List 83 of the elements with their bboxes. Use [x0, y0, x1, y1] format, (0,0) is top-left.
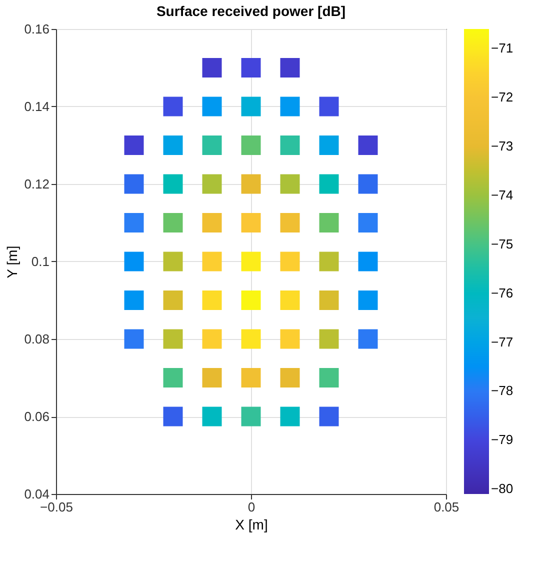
- point: [280, 290, 300, 310]
- x-axis-title: X [m]: [235, 516, 268, 532]
- point: [241, 58, 261, 78]
- point: [280, 136, 300, 155]
- point: [358, 252, 378, 272]
- point: [241, 290, 261, 310]
- y-tick-label: 0.08: [24, 332, 50, 346]
- point: [280, 213, 300, 232]
- color-bar-label: −76: [491, 285, 514, 300]
- point: [202, 58, 222, 78]
- point: [163, 290, 183, 310]
- color-bar-label: −75: [491, 236, 514, 252]
- point: [319, 174, 339, 194]
- point: [280, 58, 300, 78]
- point: [319, 136, 339, 155]
- point: [241, 136, 261, 155]
- point: [319, 290, 339, 310]
- point: [202, 136, 222, 155]
- point: [280, 96, 300, 116]
- point: [319, 96, 339, 116]
- x-tick-label: 0.05: [434, 500, 460, 514]
- color-bar-label: −72: [491, 90, 514, 105]
- point: [358, 136, 378, 155]
- point: [319, 406, 339, 426]
- point: [319, 252, 339, 272]
- y-tick-label: 0.04: [24, 486, 50, 502]
- chart-title: Surface received power [dB]: [156, 3, 346, 19]
- point: [124, 329, 144, 349]
- color-bar-label: −74: [491, 187, 514, 202]
- color-bar-label: −73: [491, 138, 514, 154]
- y-tick-label: 0.16: [24, 22, 50, 36]
- y-tick-label: 0.06: [24, 409, 50, 424]
- point: [280, 406, 300, 426]
- point: [163, 406, 183, 426]
- point: [124, 290, 144, 310]
- point: [241, 406, 261, 426]
- point: [280, 174, 300, 194]
- point: [358, 213, 378, 232]
- point: [202, 96, 222, 116]
- y-tick-label: 0.14: [24, 99, 50, 114]
- point: [163, 96, 183, 116]
- point: [319, 329, 339, 349]
- point: [124, 136, 144, 155]
- point: [202, 252, 222, 272]
- point: [124, 174, 144, 194]
- point: [202, 406, 222, 426]
- color-bar-label: −79: [491, 432, 514, 448]
- point: [241, 213, 261, 232]
- point: [358, 174, 378, 194]
- color-bar-label: −78: [491, 383, 514, 398]
- point: [358, 290, 378, 310]
- point: [280, 252, 300, 272]
- point: [202, 213, 222, 232]
- point: [280, 329, 300, 349]
- point: [163, 329, 183, 349]
- point: [202, 290, 222, 310]
- point: [202, 174, 222, 194]
- point: [124, 252, 144, 272]
- point: [124, 213, 144, 232]
- color-bar-label: −80: [491, 481, 514, 496]
- point: [241, 329, 261, 349]
- point: [163, 252, 183, 272]
- point: [202, 368, 222, 388]
- color-bar-label: −71: [491, 40, 514, 56]
- x-tick-label: −0.05: [40, 500, 73, 514]
- point: [241, 174, 261, 194]
- x-tick-label: 0: [248, 500, 256, 514]
- point: [241, 368, 261, 388]
- point: [241, 252, 261, 272]
- point: [319, 213, 339, 232]
- point: [163, 174, 183, 194]
- point: [163, 213, 183, 232]
- point: [319, 368, 339, 388]
- point: [280, 368, 300, 388]
- point: [241, 96, 261, 116]
- point: [358, 329, 378, 349]
- y-axis-title: Y [m]: [4, 246, 20, 278]
- point: [163, 368, 183, 388]
- y-tick-label: 0.12: [24, 176, 50, 192]
- point: [163, 136, 183, 155]
- y-tick-label: 0.1: [31, 254, 50, 269]
- color-bar-label: −77: [491, 334, 514, 350]
- point: [202, 329, 222, 349]
